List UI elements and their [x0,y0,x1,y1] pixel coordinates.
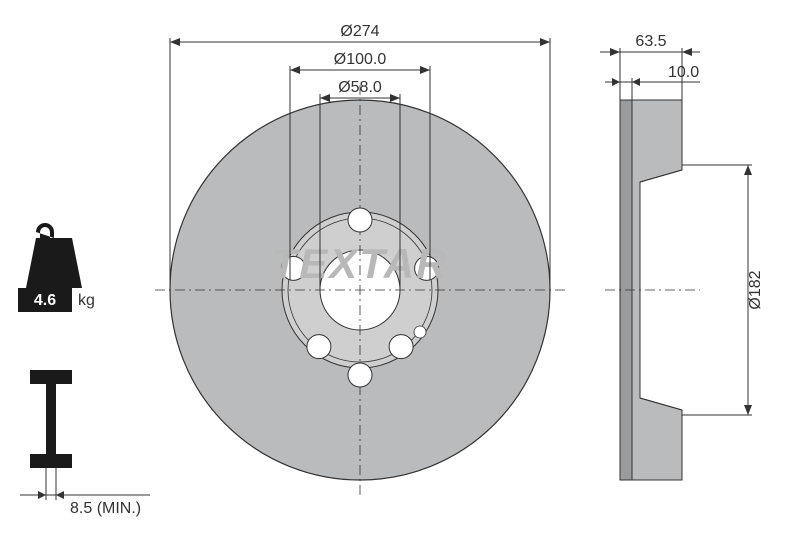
dim-disc-thickness: 10.0 [605,64,700,100]
weight-icon: 4.6 kg [18,223,95,312]
dim-label: 63.5 [635,33,666,50]
dim-label: Ø182 [747,270,764,309]
watermark-text: TEXTAR [272,240,449,287]
stud-hole [389,335,413,359]
dim-label: Ø58.0 [338,79,382,96]
stud-hole [348,208,372,232]
weight-unit: kg [78,292,95,309]
front-view [155,85,565,495]
locator-hole [414,326,426,338]
side-view [605,100,700,480]
technical-drawing: TEXTAR Ø274 Ø100.0 Ø58.0 [0,0,800,533]
dim-label: 8.5 (MIN.) [70,500,141,517]
weight-value: 4.6 [34,292,56,309]
dim-label: Ø100.0 [334,51,387,68]
aux-hole [348,363,372,387]
dim-label: 10.0 [668,64,699,81]
min-thickness-icon: 8.5 (MIN.) [20,370,150,517]
dim-label: Ø274 [340,23,379,40]
stud-hole [307,335,331,359]
